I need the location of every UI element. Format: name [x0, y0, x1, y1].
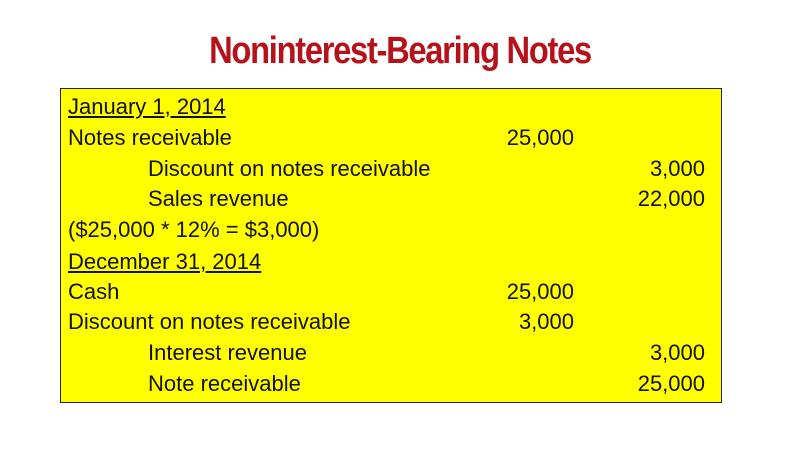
account-name: Discount on notes receivable — [148, 156, 431, 181]
journal-row: December 31, 2014 — [61, 247, 721, 277]
journal-row: Sales revenue 22,000 — [61, 184, 721, 214]
account-name: Cash — [68, 279, 120, 304]
entry-date: December 31, 2014 — [68, 249, 262, 274]
calculation-note: ($25,000 * 12% = $3,000) — [68, 217, 320, 242]
credit-amount: 22,000 — [637, 186, 705, 211]
debit-amount: 3,000 — [518, 309, 574, 334]
account-name: Note receivable — [148, 371, 301, 396]
account-name: Notes receivable — [68, 125, 232, 150]
journal-row: Note receivable 25,000 — [61, 369, 721, 399]
account-name: Interest revenue — [148, 340, 307, 365]
journal-entry-box: January 1, 2014 Notes receivable 25,000 Dis… — [60, 88, 722, 403]
journal-row: ($25,000 * 12% = $3,000) — [61, 215, 721, 245]
account-name: Sales revenue — [148, 186, 289, 211]
credit-amount: 25,000 — [637, 371, 705, 396]
journal-row: Cash 25,000 — [61, 277, 721, 307]
journal-row: Discount on notes receivable 3,000 — [61, 154, 721, 184]
journal-row: Discount on notes receivable 3,000 — [61, 307, 721, 337]
entry-date: January 1, 2014 — [68, 94, 226, 119]
journal-row: January 1, 2014 — [61, 92, 721, 122]
account-name: Discount on notes receivable — [68, 309, 351, 334]
journal-row: Notes receivable 25,000 — [61, 123, 721, 153]
credit-amount: 3,000 — [649, 156, 705, 181]
journal-row: Interest revenue 3,000 — [61, 338, 721, 368]
debit-amount: 25,000 — [506, 279, 574, 304]
credit-amount: 3,000 — [649, 340, 705, 365]
debit-amount: 25,000 — [506, 125, 574, 150]
slide-title: Noninterest-Bearing Notes — [209, 30, 592, 72]
